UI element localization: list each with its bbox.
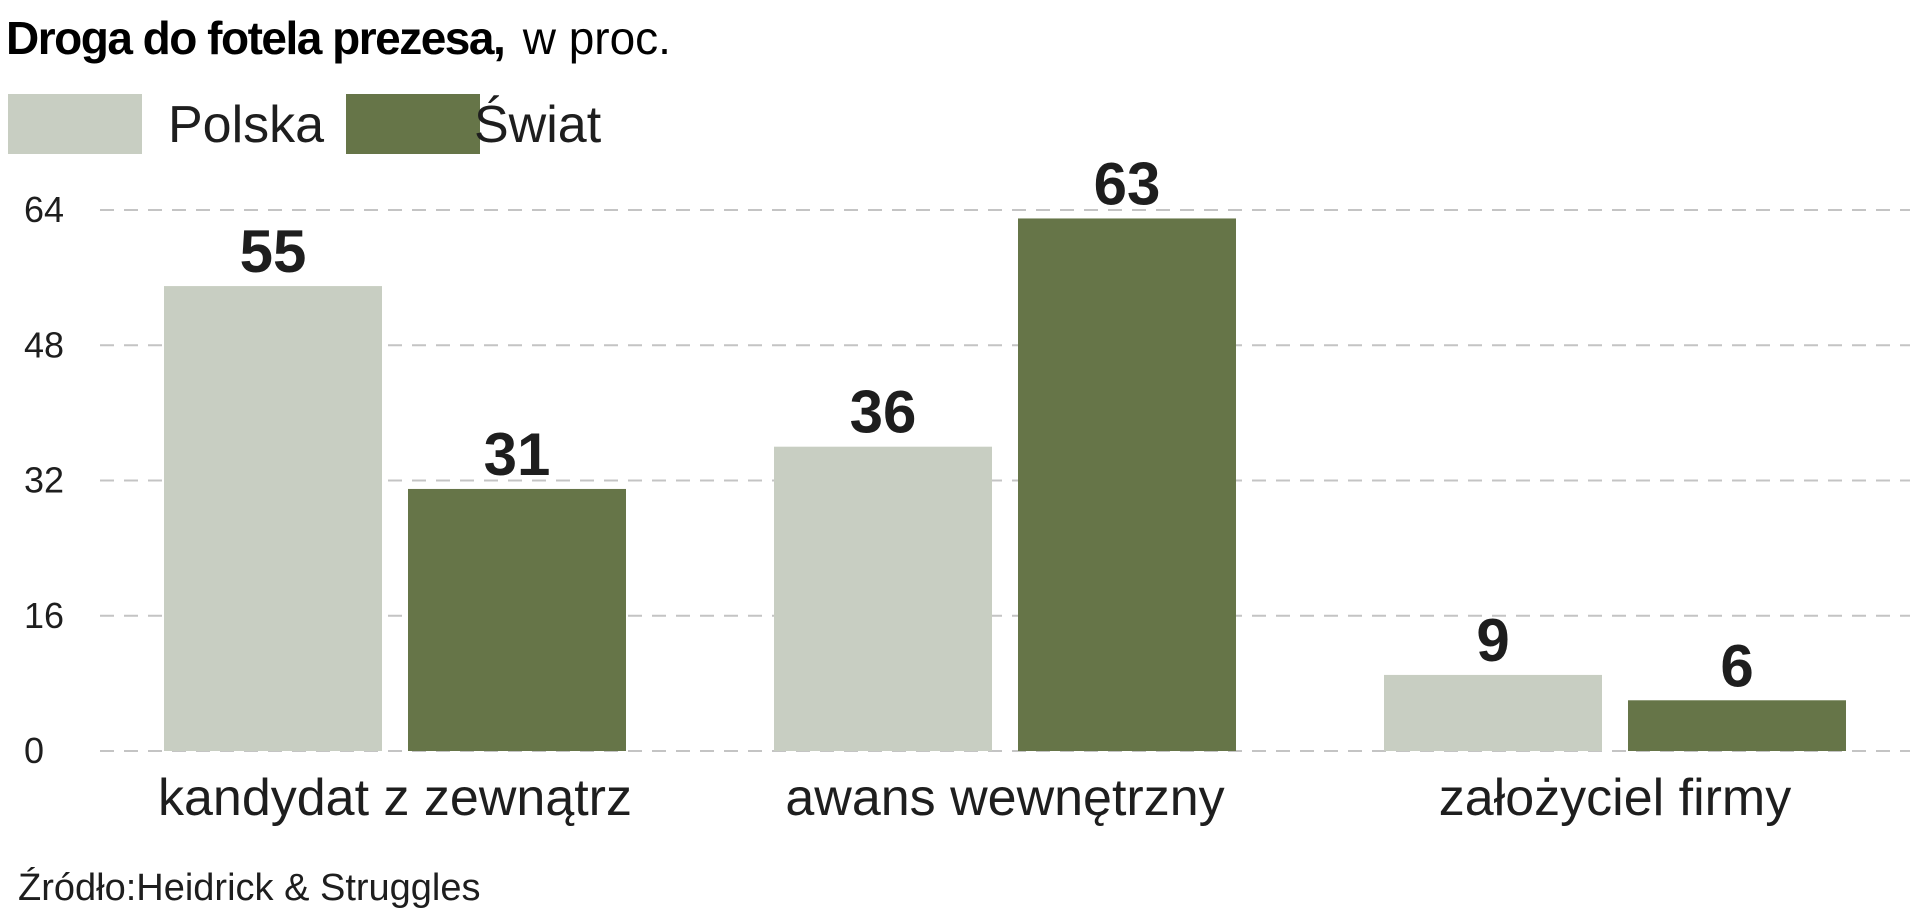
bars xyxy=(164,218,1846,751)
bar-value-label: 9 xyxy=(1476,607,1509,674)
grid-lines xyxy=(100,209,1910,752)
bar-value-label: 63 xyxy=(1094,150,1161,217)
x-category-label: kandydat z zewnątrz xyxy=(158,769,632,827)
bar xyxy=(774,446,992,751)
legend: Polska Świat xyxy=(8,94,602,154)
bar xyxy=(164,286,382,751)
y-axis-ticks: 0 16 32 48 64 xyxy=(24,189,64,771)
data-labels: 55 31 36 63 9 6 xyxy=(240,150,1754,699)
bar xyxy=(408,488,626,751)
y-tick-label: 64 xyxy=(24,189,64,230)
chart-title-line: Droga do fotela prezesa, w proc. xyxy=(6,12,671,64)
bar-value-label: 31 xyxy=(484,421,551,488)
source-note: Źródło:Heidrick & Struggles xyxy=(18,866,481,909)
x-category-label: założyciel firmy xyxy=(1439,769,1792,827)
x-category-label: awans wewnętrzny xyxy=(785,769,1224,827)
bar xyxy=(1384,674,1602,751)
legend-swatch-swiat xyxy=(346,94,480,154)
bar xyxy=(1018,218,1236,751)
bar-value-label: 6 xyxy=(1720,632,1753,699)
legend-label-swiat: Świat xyxy=(474,95,602,154)
y-tick-label: 32 xyxy=(24,460,64,501)
bar-value-label: 36 xyxy=(850,379,917,446)
bar xyxy=(1628,700,1846,751)
y-tick-label: 16 xyxy=(24,595,64,636)
legend-label-polska: Polska xyxy=(168,96,324,154)
y-tick-label: 0 xyxy=(24,730,44,771)
x-axis-categories: kandydat z zewnątrz awans wewnętrzny założ… xyxy=(158,769,1791,827)
y-tick-label: 48 xyxy=(24,324,64,365)
legend-swatch-polska xyxy=(8,94,142,154)
chart-title: Droga do fotela prezesa, xyxy=(6,12,504,64)
bar-value-label: 55 xyxy=(240,218,307,285)
chart-subtitle: w proc. xyxy=(522,12,671,64)
